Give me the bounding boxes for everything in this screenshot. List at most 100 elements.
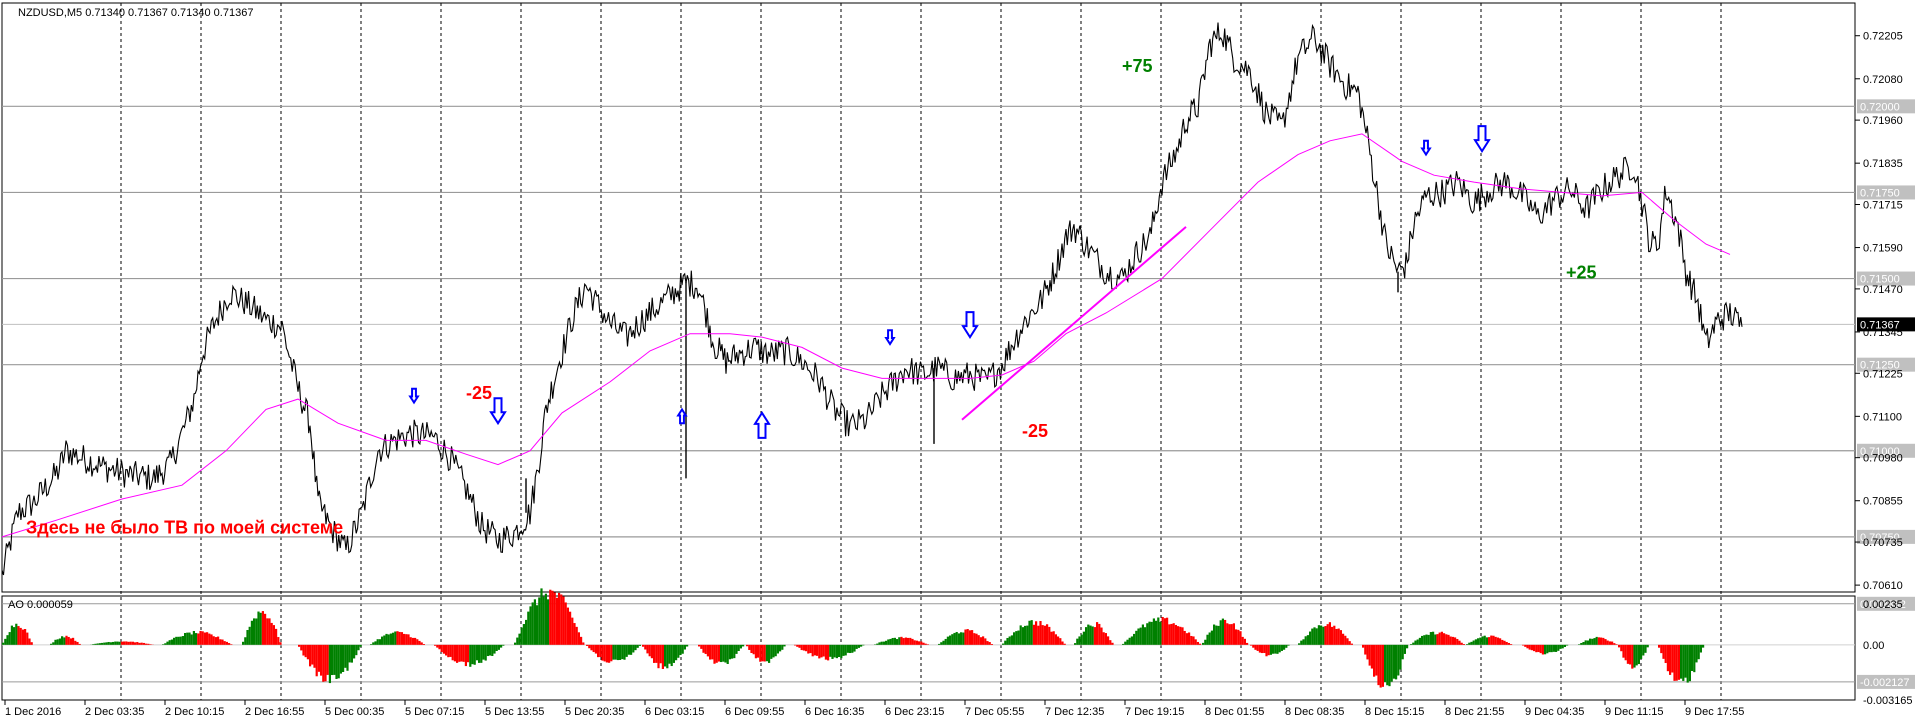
ao-bar	[1501, 639, 1504, 645]
ao-bar	[853, 644, 856, 652]
price-level-label: 0.72000	[1860, 101, 1900, 113]
moving-average-line	[1, 133, 1731, 538]
time-label: 5 Dec 13:55	[485, 706, 544, 718]
ao-bar	[1074, 643, 1077, 645]
ao-bar	[601, 644, 604, 661]
ao-bar	[973, 633, 976, 645]
ao-bar	[1597, 637, 1600, 645]
ao-bar	[210, 634, 213, 645]
ao-bar	[1232, 623, 1235, 645]
ao-bar	[1381, 644, 1384, 687]
ao-bar	[1085, 627, 1088, 645]
ao-bar	[1421, 635, 1424, 645]
price-level-tag	[1857, 357, 1915, 372]
ao-bar	[264, 613, 267, 645]
ao-bar	[1237, 629, 1240, 645]
ao-bar	[1192, 636, 1195, 645]
ao-bar	[1456, 638, 1459, 645]
ao-bar	[94, 643, 97, 645]
ao-bar	[1342, 633, 1345, 645]
ao-bar	[149, 644, 152, 645]
time-label: 7 Dec 05:55	[965, 706, 1024, 718]
price-line	[1, 22, 1743, 576]
ao-bar	[842, 644, 845, 656]
ao-bar	[644, 644, 647, 650]
ao-bar	[759, 644, 762, 662]
ao-bar	[1050, 631, 1053, 645]
ao-bar	[394, 631, 397, 645]
ao-bar	[558, 592, 561, 645]
ao-bar	[851, 644, 854, 653]
ao-bar	[1210, 630, 1213, 645]
ao-bar	[462, 644, 465, 662]
ao-bar	[223, 641, 226, 645]
ao-bar	[125, 641, 128, 645]
ao-bar	[1479, 637, 1482, 645]
ao-bar	[1217, 625, 1220, 645]
time-label: 8 Dec 08:35	[1285, 706, 1344, 718]
ao-bar	[1028, 620, 1031, 645]
ao-bar	[527, 611, 530, 645]
ao-bar	[1362, 644, 1365, 648]
ao-bar	[103, 642, 106, 645]
ao-bar	[166, 641, 169, 645]
ao-tick-label: 0.00	[1863, 640, 1884, 652]
up-arrow-icon	[753, 411, 771, 439]
ao-bar	[1390, 644, 1393, 682]
ao-bar	[1002, 643, 1005, 645]
ao-bar	[1429, 632, 1432, 645]
ao-bar	[880, 641, 883, 645]
ao-bar	[1660, 644, 1663, 654]
ao-bar	[818, 644, 821, 659]
ao-bar	[986, 641, 989, 645]
ao-bar	[1377, 644, 1380, 686]
ao-bar	[1146, 623, 1149, 645]
ao-bar	[960, 632, 963, 645]
price-level-label: 0.71750	[1860, 187, 1900, 199]
ao-bar	[337, 644, 340, 679]
chart-annotation: -25	[466, 383, 492, 403]
ao-bar	[1322, 626, 1325, 645]
ao-bar	[1563, 644, 1566, 648]
ao-bar	[1399, 644, 1402, 670]
ao-bar	[820, 644, 823, 658]
ao-bar	[123, 641, 126, 645]
ao-bar	[1274, 644, 1277, 654]
ao-bar	[1370, 644, 1373, 669]
ao-bar	[882, 641, 885, 645]
ao-bar	[436, 644, 439, 648]
ao-bar	[164, 643, 167, 645]
ao-bar	[1368, 644, 1371, 666]
ao-bar	[700, 644, 703, 649]
price-tick-label: 0.70735	[1863, 537, 1903, 549]
ao-bar	[1373, 644, 1376, 677]
ao-bar	[1462, 644, 1465, 645]
ao-bar	[796, 644, 799, 647]
ao-bar	[170, 639, 173, 645]
ao-bar	[1615, 644, 1618, 645]
ao-bar	[1252, 644, 1255, 648]
ao-bar	[1278, 644, 1281, 653]
ao-bar	[1239, 631, 1242, 645]
ao-bar	[597, 644, 600, 658]
ao-bar	[1241, 636, 1244, 645]
ao-bar	[630, 644, 633, 655]
ao-bar	[101, 642, 104, 645]
ao-bar	[1013, 632, 1016, 645]
price-level-tag	[1857, 271, 1915, 286]
ao-bar	[471, 644, 474, 665]
ao-bar	[342, 644, 345, 673]
ao-bar	[902, 638, 905, 645]
ao-bar	[1541, 644, 1544, 655]
ao-bar	[326, 644, 329, 675]
ao-bar	[833, 644, 836, 658]
ao-bar	[990, 644, 993, 645]
down-arrow-icon	[408, 387, 420, 405]
ao-bar	[1697, 644, 1700, 660]
ao-bar	[1337, 628, 1340, 645]
ao-bar	[944, 638, 947, 645]
ao-bar	[1622, 644, 1625, 658]
ao-bar	[1089, 625, 1092, 645]
ao-bar	[831, 644, 834, 659]
chart-annotation: +75	[1122, 56, 1153, 76]
